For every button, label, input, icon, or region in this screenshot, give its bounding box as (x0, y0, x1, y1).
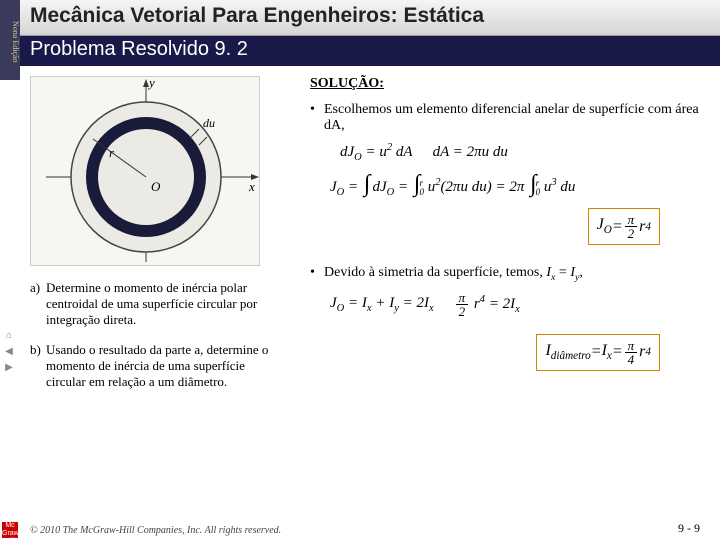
bullet-1: Escolhemos um elemento diferencial anela… (310, 102, 700, 134)
nav-icons: ⌂ ◀ ▶ (2, 330, 16, 376)
eq-final-row: Idiâmetro = Ix = π4 r4 (310, 334, 660, 371)
frac-num: π (625, 213, 638, 227)
right-column: SOLUÇÃO: Escolhemos um elemento diferenc… (310, 76, 700, 371)
page-number: 9 - 9 (678, 521, 700, 536)
y-axis-label: y (147, 77, 155, 90)
edition-spine: Nona Edição (0, 0, 20, 80)
frac-den: 2 (625, 227, 638, 240)
ring-figure: r du y x O (30, 76, 260, 266)
prev-icon[interactable]: ◀ (2, 346, 16, 360)
eq-J-result-row: JO = π2 r4 (310, 208, 660, 245)
book-title: Mecânica Vetorial Para Engenheiros: Está… (20, 0, 720, 36)
next-icon[interactable]: ▶ (2, 362, 16, 376)
publisher-logo: Mc Graw Hill (2, 522, 18, 538)
frac-num: π (456, 291, 469, 305)
frac-den: 2 (456, 305, 469, 318)
copyright: © 2010 The McGraw-Hill Companies, Inc. A… (30, 525, 281, 536)
bullet-1-text: Escolhemos um elemento diferencial anela… (324, 102, 699, 133)
eq-J-result: JO = π2 r4 (588, 208, 660, 245)
eq-dA: dA = 2πu du (433, 144, 508, 161)
bullet-2-text: Devido à simetria da superfície, temos, (324, 265, 546, 280)
eq-dJ: dJO = u2 dA (340, 142, 413, 163)
eq-final: Idiâmetro = Ix = π4 r4 (536, 334, 660, 371)
eq-integral: JO = ∫dJO = ∫r0 u2(2πu du) = 2π ∫r0 u3 d… (310, 171, 700, 198)
eq-symmetry: JO = Ix + Iy = 2Ix π2 r4 = 2Ix (310, 291, 700, 318)
slide-content: r du y x O Determine o momento de inérci… (20, 66, 720, 520)
frac-den: 4 (625, 353, 638, 366)
origin-label: O (151, 179, 161, 194)
eq-dJ-dA: dJO = u2 dA dA = 2πu du (310, 142, 700, 163)
solution-heading: SOLUÇÃO: (310, 76, 700, 92)
problem-subtitle: Problema Resolvido 9. 2 (20, 36, 720, 66)
question-b: Usando o resultado da parte a, determine… (30, 342, 280, 390)
du-label: du (203, 116, 215, 130)
left-column: r du y x O Determine o momento de inérci… (30, 76, 280, 390)
question-a: Determine o momento de inércia polar cen… (30, 280, 280, 328)
home-icon[interactable]: ⌂ (2, 330, 16, 344)
x-axis-label: x (248, 179, 255, 194)
frac-num: π (625, 339, 638, 353)
ring-svg: r du y x O (31, 77, 261, 267)
bullet-2: Devido à simetria da superfície, temos, … (310, 265, 700, 283)
